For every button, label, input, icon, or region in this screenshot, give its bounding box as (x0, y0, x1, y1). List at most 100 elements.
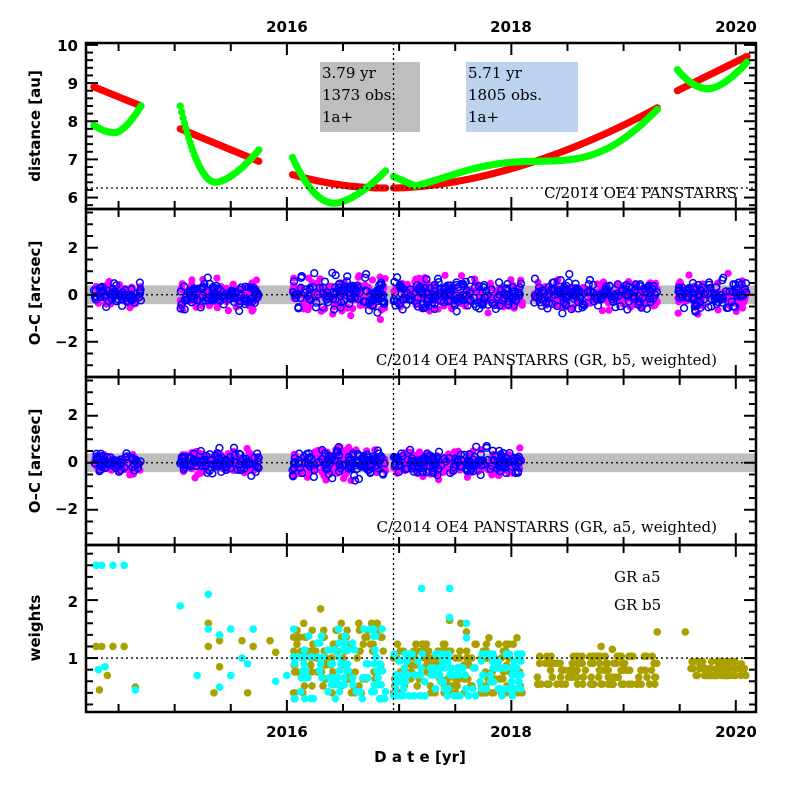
p3-dec-point (196, 446, 206, 456)
weight-b5-point (602, 659, 610, 668)
p3-dec-point (333, 456, 342, 465)
weight-a5-point (445, 613, 454, 622)
p3-dec-point (378, 469, 387, 478)
weight-b5-point (311, 647, 320, 655)
x-axis-label: D a t e [yr] (374, 748, 466, 766)
reference-lines-layer (86, 43, 756, 712)
info-box-2-line-3: 1a+ (468, 108, 499, 126)
weight-b5-point (412, 640, 421, 648)
p3-y-axis-label: O–C [arcsec] (26, 409, 44, 514)
weight-a5-point (317, 673, 326, 682)
weight-b5-point (715, 657, 723, 666)
p2-dec-point (704, 303, 713, 312)
distance-red-point (255, 157, 263, 165)
p2-dec-point (707, 288, 716, 298)
p2-dec-point (136, 296, 146, 305)
weight-b5-point (578, 680, 587, 688)
p3-dec-point (350, 476, 360, 485)
p2-dec-point (642, 304, 652, 314)
weight-a5-point (454, 671, 463, 679)
weight-b5-point (299, 619, 308, 628)
p2-dec-point (343, 272, 352, 281)
p2-dec-point (369, 293, 378, 303)
weight-b5-point (455, 654, 464, 662)
weight-a5-point (489, 678, 498, 686)
weight-b5-point (249, 642, 258, 651)
p2-ra-point (685, 271, 693, 279)
p3-dec-point (477, 461, 486, 470)
weight-a5-point (437, 678, 445, 686)
weight-a5-point (433, 671, 442, 679)
weight-a5-point (341, 660, 350, 668)
p3-dec-point (395, 460, 404, 469)
weight-a5-point (349, 680, 357, 689)
p2-dec-point (683, 292, 692, 301)
weight-a5-point (390, 650, 398, 658)
weight-b5-point (462, 628, 471, 636)
weight-b5-point (204, 642, 213, 651)
p2-dec-point (601, 282, 611, 291)
p2-dec-point (398, 284, 407, 293)
p2-dec-point (296, 284, 305, 293)
weight-a5-point (294, 653, 302, 661)
p3-dec-point (230, 451, 239, 460)
weight-a5-point (335, 625, 343, 633)
weight-b5-point (716, 664, 724, 673)
p2-dec-point (537, 295, 546, 304)
p2-dec-point (446, 296, 455, 305)
p2-dec-point (474, 282, 483, 291)
p2-dec-point (109, 279, 119, 288)
weight-a5-point (403, 671, 412, 679)
weight-a5-point (364, 660, 372, 668)
weight-a5-point (489, 664, 498, 672)
weight-b5-point (578, 652, 586, 661)
p2-dec-point (237, 283, 246, 292)
weight-a5-point (300, 653, 308, 661)
weight-b5-point (640, 652, 649, 661)
p2-ra-point (94, 299, 103, 307)
weight-a5-point (348, 639, 357, 647)
weight-b5-point (634, 673, 643, 682)
info-box-2 (466, 62, 578, 132)
weight-b5-point (712, 671, 720, 680)
weight-a5-point (432, 650, 440, 658)
weight-a5-point (510, 657, 518, 665)
p2-dec-point (378, 297, 387, 306)
weight-a5-point (215, 631, 224, 639)
p2-dec-point (608, 295, 617, 304)
p2-dec-point (572, 290, 582, 299)
weight-a5-point (249, 625, 258, 633)
p2-dec-point (543, 304, 552, 313)
weight-b5-point (597, 680, 605, 688)
weight-a5-point (226, 671, 235, 680)
p2-ra-point (653, 297, 661, 305)
p3-dec-point (345, 455, 354, 465)
p2-dec-point (412, 299, 422, 308)
weight-b5-point (457, 619, 465, 628)
weight-b5-point (369, 640, 377, 648)
p3-dec-point (199, 455, 209, 464)
p2-dec-point (369, 288, 379, 298)
p2-dec-point (176, 287, 186, 296)
weight-b5-point (293, 640, 301, 648)
p3-ra-point (463, 473, 472, 481)
p2-dec-point (249, 283, 258, 292)
p2-dec-point (571, 292, 580, 301)
p2-dec-point (245, 297, 254, 307)
p2-dec-point (643, 283, 652, 292)
p2-ra-point (347, 311, 355, 320)
weight-b5-point (603, 666, 612, 675)
weight-a5-point (327, 660, 335, 668)
p3-dec-point (397, 449, 406, 458)
p2-dec-point (476, 297, 486, 307)
p2-dec-point (645, 294, 655, 303)
p3-dec-point (217, 467, 226, 476)
weight-b5-point (243, 689, 252, 697)
p2-dec-point (590, 297, 599, 306)
weight-a5-point (226, 625, 235, 633)
weight-b5-point (653, 628, 662, 636)
p2-dec-point (725, 287, 734, 296)
weight-b5-point (698, 657, 707, 666)
p3-dec-point (409, 467, 418, 476)
p3-dec-point (442, 457, 451, 466)
